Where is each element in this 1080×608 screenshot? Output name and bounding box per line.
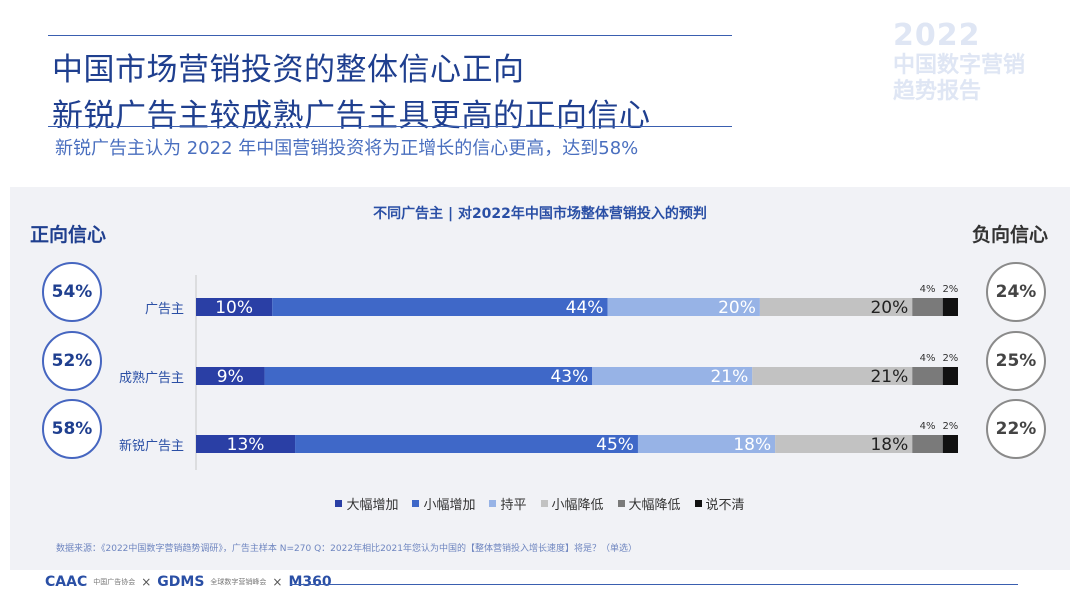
data-label: 4% — [920, 421, 936, 432]
logo-separator-2: × — [272, 575, 283, 589]
legend-label: 说不清 — [705, 498, 745, 513]
legend-item: 持平 — [489, 494, 527, 513]
negative-total-circle: 24% — [986, 262, 1046, 322]
legend-label: 大幅降低 — [628, 498, 681, 513]
legend-swatch — [617, 500, 625, 507]
bar-segment — [592, 367, 753, 385]
title-rule-top — [48, 35, 732, 36]
bar-segment — [752, 367, 913, 385]
legend-label: 大幅增加 — [346, 498, 399, 513]
page-subtitle: 新锐广告主认为 2022 年中国营销投资将为正增长的信心更高，达到58% — [55, 138, 639, 159]
category-label: 广告主 — [144, 302, 184, 317]
positive-total-circle: 52% — [42, 331, 102, 391]
negative-total-circle: 22% — [986, 399, 1046, 459]
report-watermark: 2022 中国数字营销 趋势报告 — [893, 18, 1058, 105]
data-label: 9% — [217, 367, 244, 387]
legend-swatch — [412, 500, 420, 507]
bar-segment — [912, 435, 943, 453]
watermark-line2: 趋势报告 — [893, 79, 982, 104]
legend-item: 说不清 — [694, 494, 745, 513]
bar-segment — [196, 298, 273, 316]
bar-segment — [264, 367, 593, 385]
positive-total-circle: 58% — [42, 399, 102, 459]
data-label: 4% — [920, 353, 936, 364]
chart-title: 不同广告主 | 对2022年中国市场整体营销投入的预判 — [373, 206, 707, 222]
data-label: 2% — [942, 353, 958, 364]
data-label: 44% — [566, 298, 604, 318]
positive-confidence-label: 正向信心 — [30, 224, 107, 246]
watermark-line1: 中国数字营销 — [893, 53, 1026, 78]
data-label: 43% — [550, 367, 588, 387]
legend-item: 小幅降低 — [540, 494, 604, 513]
data-label: 4% — [920, 284, 936, 295]
bar-segment — [942, 435, 958, 453]
gdms-logo: GDMS — [157, 574, 205, 590]
data-label: 10% — [215, 298, 253, 318]
data-label: 21% — [710, 367, 748, 387]
page-title-line1: 中国市场营销投资的整体信心正向 — [52, 52, 525, 88]
data-label: 2% — [942, 284, 958, 295]
legend-label: 小幅增加 — [423, 498, 476, 513]
legend-label: 小幅降低 — [551, 498, 604, 513]
bar-segment — [912, 367, 943, 385]
legend-item: 大幅增加 — [335, 494, 398, 513]
legend-swatch — [335, 500, 343, 507]
bar-segment — [295, 435, 638, 453]
gdms-logo-subtext: 全球数字营销峰会 — [210, 578, 267, 586]
bar-segment — [942, 298, 958, 316]
legend-swatch — [489, 500, 497, 507]
bar-segment — [942, 367, 958, 385]
negative-total-circle: 25% — [986, 331, 1046, 391]
bar-segment — [637, 435, 776, 453]
data-label: 2% — [942, 421, 958, 432]
bar-segment — [775, 435, 913, 453]
data-source-note: 数据来源：《2022中国数字营销趋势调研》，广告主样本 N=270 Q：2022… — [56, 544, 637, 554]
title-rule-mid — [48, 126, 732, 127]
bar-segment — [272, 298, 608, 316]
bar-segment — [607, 298, 760, 316]
legend-swatch — [694, 500, 702, 507]
bar-segment — [196, 367, 265, 385]
bar-segment — [912, 298, 943, 316]
data-label: 21% — [870, 367, 908, 387]
category-label: 成熟广告主 — [118, 371, 184, 386]
data-label: 18% — [733, 435, 771, 455]
data-label: 20% — [870, 298, 908, 318]
page-title-line2: 新锐广告主较成熟广告主具更高的正向信心 — [52, 98, 651, 134]
data-label: 45% — [596, 435, 634, 455]
logo-separator-1: × — [141, 575, 152, 589]
legend-label: 持平 — [500, 498, 527, 513]
watermark-year: 2022 — [893, 18, 981, 53]
bar-segment — [759, 298, 913, 316]
data-label: 13% — [227, 435, 265, 455]
footer-rule — [290, 584, 1018, 585]
bar-segment — [196, 435, 296, 453]
footer-logos: CAAC 中国广告协会 × GDMS 全球数字营销峰会 × M360 — [45, 574, 332, 590]
negative-confidence-label: 负向信心 — [972, 224, 1049, 246]
m360-logo: M360 — [288, 574, 332, 590]
positive-total-circle: 54% — [42, 262, 102, 322]
legend-item: 大幅降低 — [617, 494, 681, 513]
category-label: 新锐广告主 — [118, 439, 184, 454]
caac-logo-subtext: 中国广告协会 — [93, 578, 136, 586]
caac-logo: CAAC — [45, 574, 88, 590]
legend-item: 小幅增加 — [412, 494, 475, 513]
data-label: 18% — [870, 435, 908, 455]
chart-legend: 大幅增加 小幅增加 持平 小幅降低 大幅降低 说不清 — [0, 494, 1080, 513]
data-label: 20% — [718, 298, 756, 318]
legend-swatch — [540, 500, 548, 507]
